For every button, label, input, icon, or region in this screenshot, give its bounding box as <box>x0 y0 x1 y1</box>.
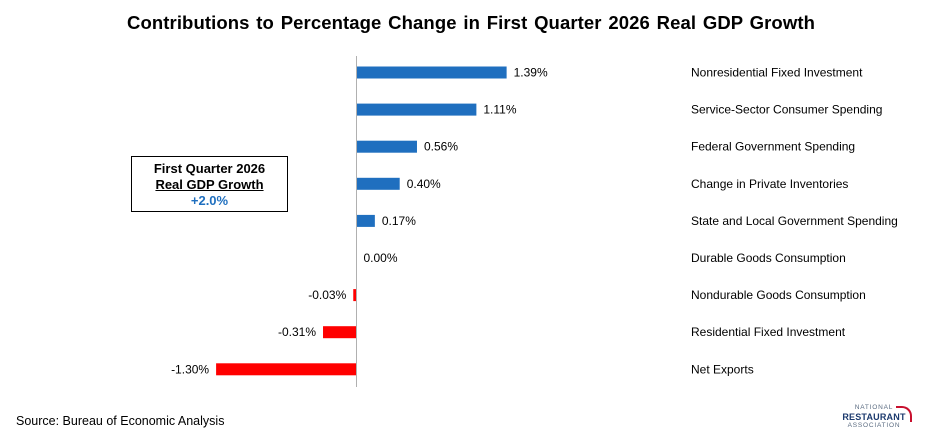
data-label: -0.31% <box>278 325 316 339</box>
logo-line1: NATIONAL <box>854 404 894 411</box>
bar <box>356 140 417 153</box>
bar <box>356 177 400 190</box>
category-labels-group: Nonresidential Fixed Investment Service-S… <box>691 66 898 377</box>
bar <box>323 326 357 339</box>
logo-line3: ASSOCIATION <box>847 422 901 429</box>
category-label: Net Exports <box>691 362 754 376</box>
category-label: Change in Private Inventories <box>691 177 848 191</box>
data-label: 0.40% <box>407 177 441 191</box>
bar <box>353 289 357 302</box>
category-label: Residential Fixed Investment <box>691 325 846 339</box>
category-label: Nondurable Goods Consumption <box>691 288 866 302</box>
category-label: Service-Sector Consumer Spending <box>691 103 882 117</box>
data-label: -0.03% <box>308 288 346 302</box>
logo-line2: RESTAURANT <box>842 412 906 422</box>
data-label: 0.17% <box>382 214 416 228</box>
bars-group <box>216 66 507 376</box>
bar <box>356 214 375 227</box>
data-label: 1.39% <box>514 66 548 80</box>
category-label: State and Local Government Spending <box>691 214 898 228</box>
callout-line1: First Quarter 2026 <box>153 161 266 176</box>
gdp-growth-callout: First Quarter 2026 Real GDP Growth +2.0% <box>131 156 288 212</box>
bar <box>356 66 507 79</box>
data-label: 0.56% <box>424 140 458 154</box>
category-label: Durable Goods Consumption <box>691 251 846 265</box>
data-label: 1.11% <box>483 103 516 117</box>
category-label: Federal Government Spending <box>691 140 855 154</box>
data-label: 0.00% <box>364 251 398 265</box>
callout-value: +2.0% <box>190 193 229 208</box>
chart-title: Contributions to Percentage Change in Fi… <box>127 12 815 33</box>
logo-swoosh-icon <box>896 406 912 422</box>
callout-line2: Real GDP Growth <box>155 177 264 192</box>
bar <box>356 103 477 116</box>
bar <box>216 363 357 376</box>
category-label: Nonresidential Fixed Investment <box>691 66 863 80</box>
source-note: Source: Bureau of Economic Analysis <box>16 414 225 428</box>
data-label: -1.30% <box>171 362 209 376</box>
value-labels-group: 1.39% 1.11% 0.56% 0.40% 0.17% 0.00% -0.03% -0.3… <box>171 66 548 377</box>
nra-logo: NATIONAL RESTAURANT ASSOCIATION <box>838 404 912 438</box>
